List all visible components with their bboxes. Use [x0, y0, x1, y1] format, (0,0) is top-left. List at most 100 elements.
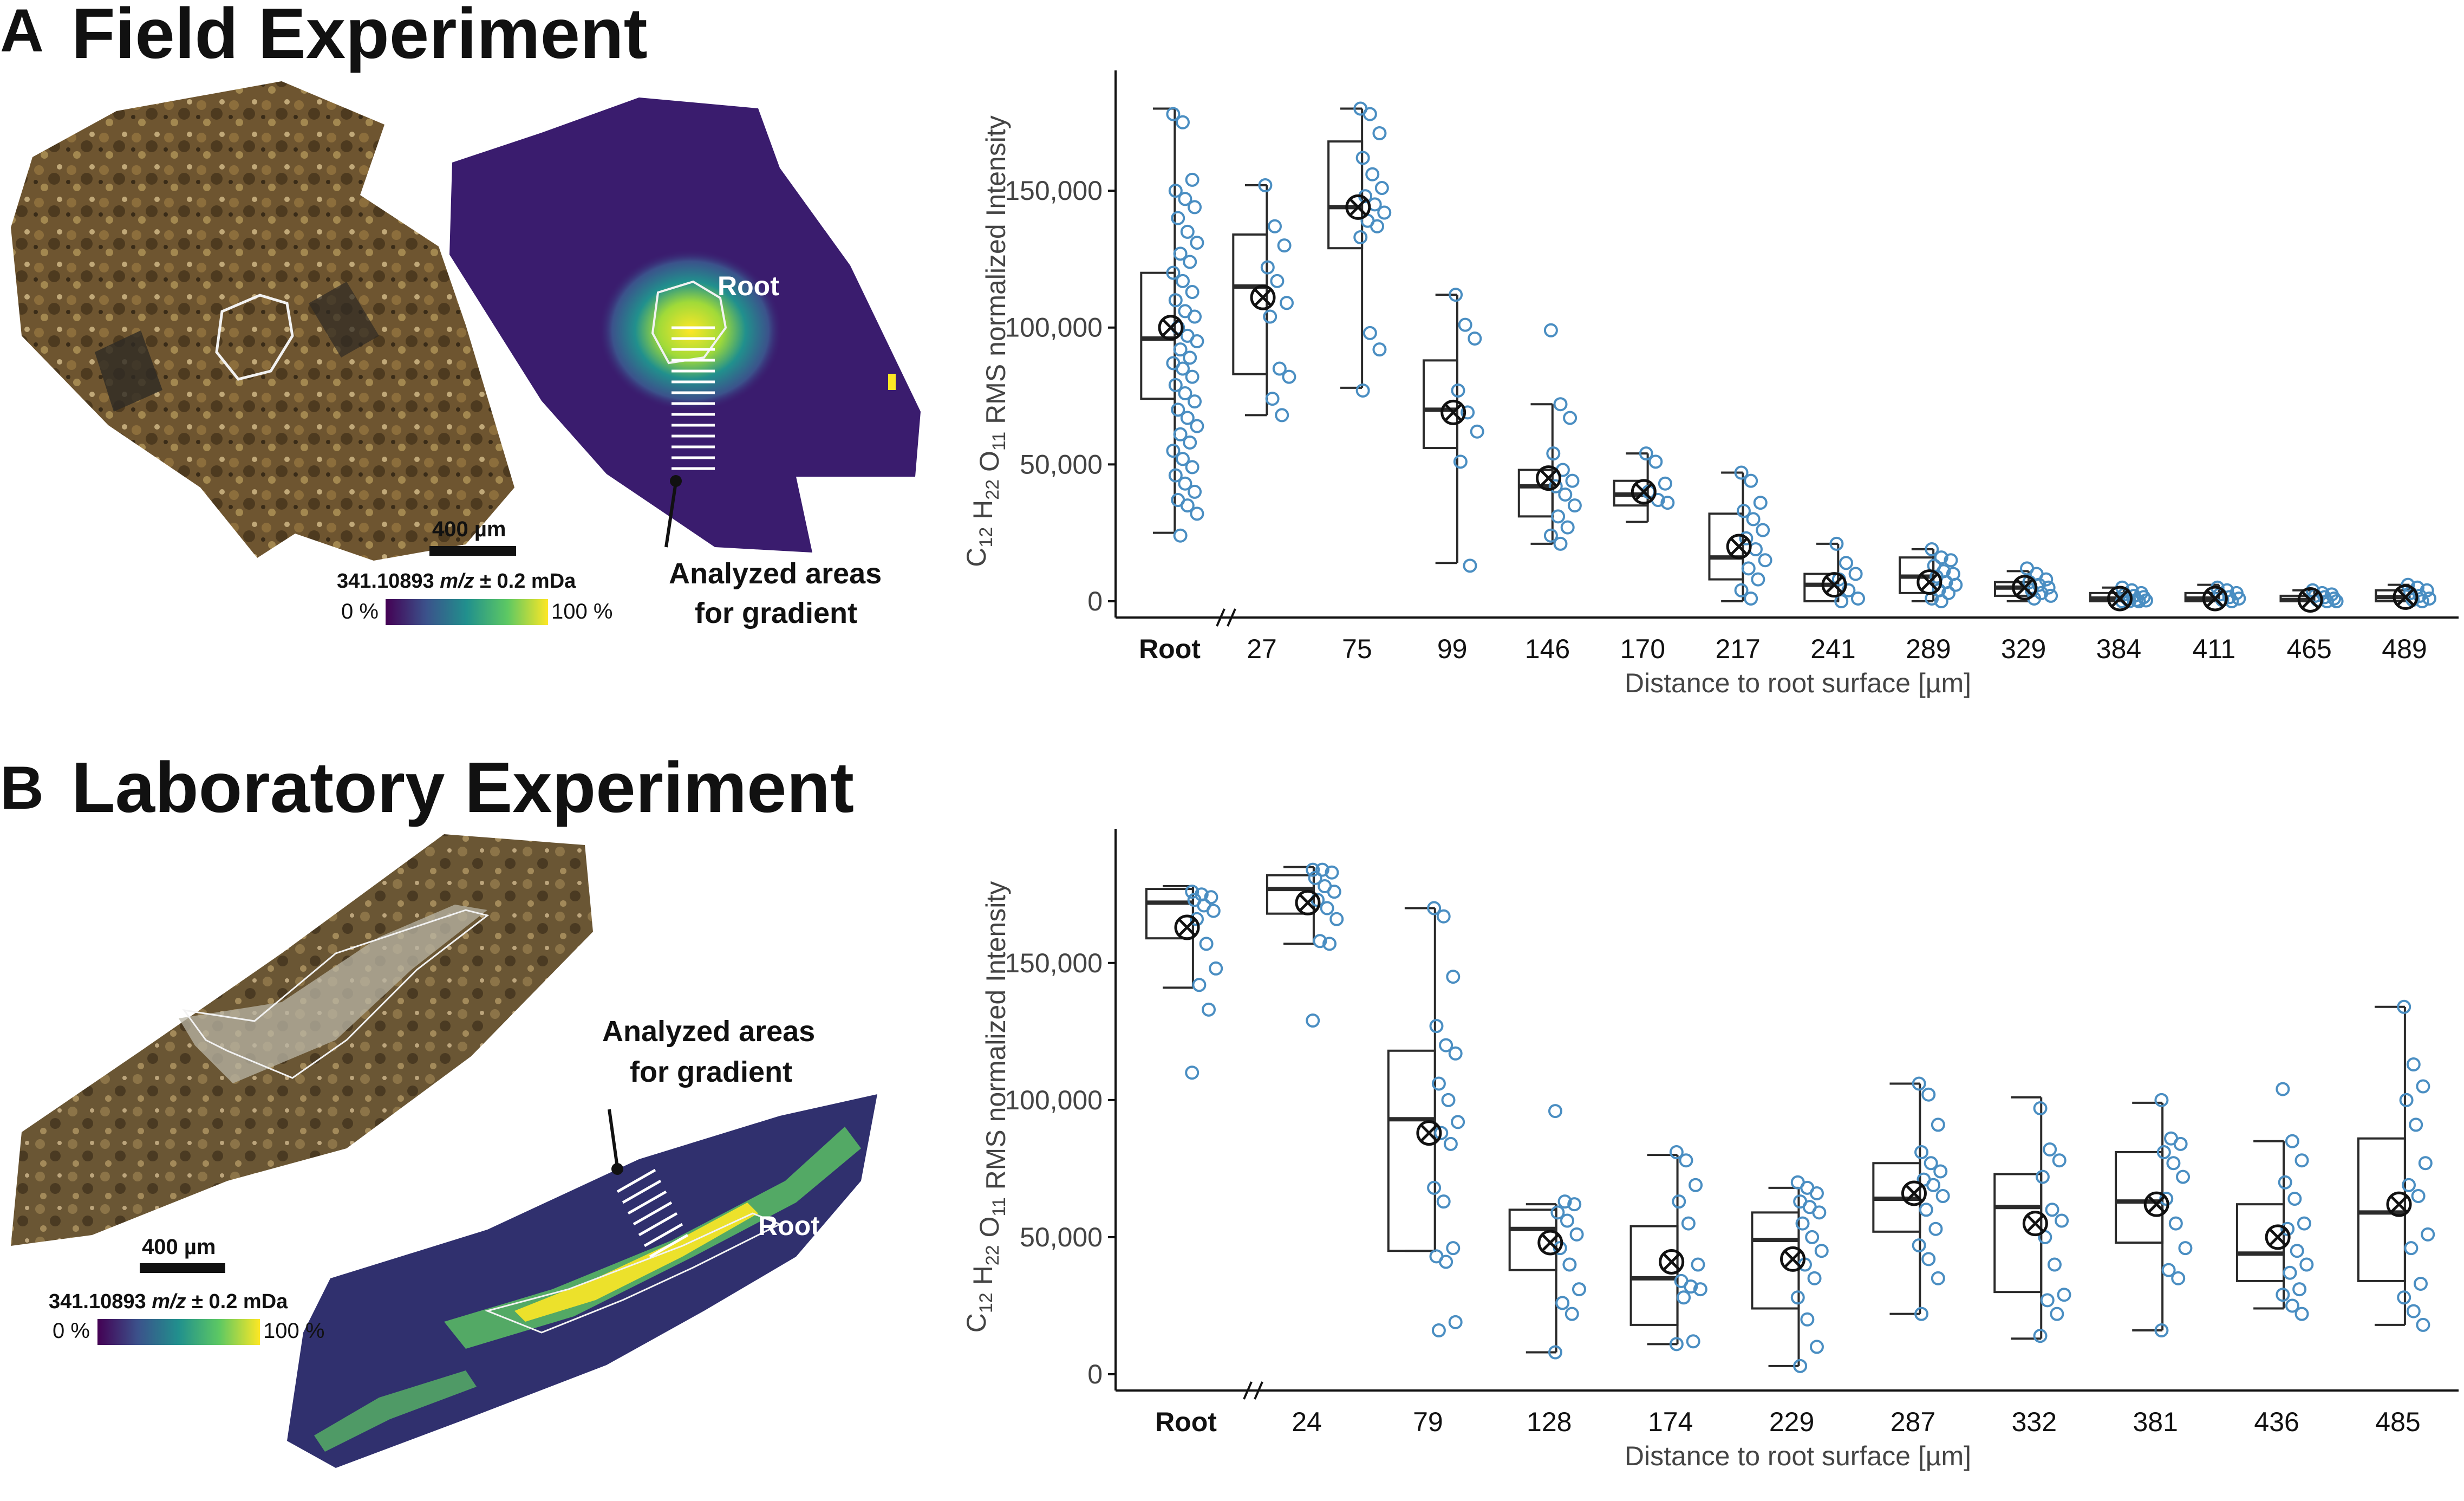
chart-b-data-point: [1185, 885, 1200, 899]
chart-a-data-point: [1176, 115, 1190, 129]
chart-a-data-point: [2131, 594, 2146, 608]
panel-b-analyzed-lines: [616, 1168, 689, 1258]
chart-a-data-point: [1365, 167, 1380, 181]
panel-a-pointer-dot: [670, 475, 682, 487]
chart-b-data-point: [1565, 1307, 1579, 1321]
chart-b-data-point: [1567, 1197, 1582, 1212]
chart-b-x-tick-label: 436: [2254, 1407, 2299, 1437]
chart-a-data-point: [1468, 331, 1482, 346]
chart-b-data-point: [1446, 1241, 1461, 1256]
chart-b-data-point: [1926, 1178, 1941, 1192]
chart-b-y-tick-label: 50,000: [1020, 1222, 1103, 1252]
chart-b-data-point: [1427, 901, 1442, 915]
chart-a-data-point: [1183, 435, 1197, 450]
chart-b-data-point: [1793, 1359, 1808, 1373]
chart-a-mean-marker-cross: [2302, 591, 2319, 609]
chart-a-y-tick-label: 0: [1087, 586, 1103, 616]
chart-b-mean-marker: [2265, 1224, 2291, 1250]
chart-b-data-point: [2399, 1093, 2414, 1107]
chart-a-data-point: [2401, 577, 2415, 592]
chart-a-y-tick-label: 50,000: [1020, 449, 1103, 479]
chart-b-data-point: [2294, 1307, 2309, 1321]
chart-b-data-point: [1679, 1153, 1693, 1168]
chart-a-data-point: [1374, 181, 1389, 196]
chart-b-data-point: [2047, 1257, 2062, 1272]
chart-b-box: [1508, 1208, 1557, 1271]
chart-b-data-point: [2285, 1134, 2299, 1148]
chart-b-data-point: [2404, 1241, 2419, 1256]
chart-a-data-point: [1925, 542, 1939, 556]
chart-a-mean-marker-cross: [1635, 483, 1653, 501]
chart-b-data-point: [1555, 1296, 1570, 1310]
chart-a-data-point: [1258, 178, 1273, 192]
chart-b-x-tick-label: 229: [1769, 1407, 1814, 1437]
chart-b-x-tick-label: 24: [1292, 1407, 1322, 1437]
chart-a-mean-marker: [2393, 584, 2419, 610]
chart-b-data-point: [1320, 901, 1334, 915]
panel-a-ms-root-outline: [651, 280, 727, 365]
panel-a-colorbar-max: 100 %: [551, 600, 612, 623]
chart-a-data-point: [1839, 556, 1853, 570]
chart-a-data-point: [1648, 454, 1663, 469]
chart-a-data-point: [1355, 383, 1370, 398]
chart-b-data-point: [2285, 1298, 2299, 1313]
chart-a-data-point: [1166, 107, 1181, 121]
panel-b-ms-signal-core: [514, 1203, 758, 1322]
chart-b-data-point: [2045, 1203, 2059, 1217]
panel-a-scale-label: 400 µm: [432, 517, 506, 541]
chart-b-data-point: [2297, 1216, 2311, 1231]
chart-a-box: [1422, 359, 1458, 450]
chart-b-data-point: [2411, 1189, 2426, 1203]
chart-b-data-point: [1560, 1213, 1574, 1228]
chart-b-data-point: [1441, 1093, 1456, 1107]
chart-a-data-point: [2422, 591, 2436, 606]
chart-a-data-point: [1168, 468, 1183, 483]
chart-b-data-point: [2055, 1213, 2069, 1228]
chart-a-data-point: [1168, 378, 1183, 392]
chart-b-data-point: [2276, 1288, 2290, 1302]
chart-a-x-tick-label: 329: [2001, 634, 2046, 664]
chart-b-box: [1751, 1211, 1800, 1310]
chart-a-data-point: [1449, 288, 1463, 302]
chart-b-mean-marker: [1780, 1246, 1806, 1272]
panel-a-root-label: Root: [718, 271, 779, 301]
chart-a-mean-marker-cross: [2111, 590, 2129, 607]
chart-a-mean-marker: [1631, 479, 1657, 505]
chart-b-data-point: [1185, 1065, 1200, 1080]
chart-b-y-label: C12 H22 O11 RMS normalized Intensity: [961, 881, 1011, 1333]
chart-a-data-point: [1277, 238, 1292, 253]
chart-a-x-label: Distance to root surface [µm]: [1625, 668, 1971, 698]
panel-a-images: Root Analyzed areas for gradient 400 µm …: [11, 81, 921, 629]
chart-b-data-point: [1921, 1087, 1936, 1102]
chart-a-mean-marker: [1726, 534, 1752, 560]
chart-a-data-point: [1543, 528, 1558, 543]
chart-b-data-point: [1306, 862, 1320, 877]
chart-b-mean-marker: [1659, 1249, 1685, 1275]
chart-a-mean-marker: [1440, 399, 1466, 425]
chart-b-x-tick-label: Root: [1155, 1407, 1217, 1437]
chart-b-data-point: [2033, 1329, 2048, 1343]
chart-b-mean-marker-cross: [2390, 1195, 2408, 1213]
chart-b-data-point: [1681, 1216, 1696, 1231]
chart-b-data-point: [1812, 1205, 1827, 1220]
chart-a-x-tick-label: 411: [2192, 634, 2235, 664]
chart-b-data-point: [1204, 890, 1218, 905]
panel-a-letter: A: [0, 0, 44, 64]
chart-b-data-point: [1805, 1230, 1820, 1244]
chart-a-data-point: [1934, 594, 1948, 608]
chart-b-data-point: [2409, 1117, 2423, 1132]
chart-a-mean-marker: [1536, 465, 1561, 491]
chart-b-data-point: [2416, 1079, 2430, 1094]
chart-b-data-point: [1206, 904, 1221, 918]
chart-a-data-point: [1166, 444, 1181, 458]
chart-a-mean-marker: [1158, 315, 1184, 341]
panel-b-colorbar-max: 100 %: [263, 1319, 324, 1343]
chart-a-data-point: [1451, 383, 1465, 398]
chart-b-data-point: [2161, 1263, 2176, 1277]
chart-b-mean-marker: [1416, 1120, 1442, 1146]
chart-b-axis-break: [1254, 1381, 1263, 1400]
chart-b-data-point: [1691, 1257, 1705, 1272]
chart-a-x-tick-label: Root: [1139, 634, 1201, 664]
panel-b-pointer-line: [608, 1109, 619, 1168]
chart-b-data-point: [1807, 1271, 1822, 1285]
